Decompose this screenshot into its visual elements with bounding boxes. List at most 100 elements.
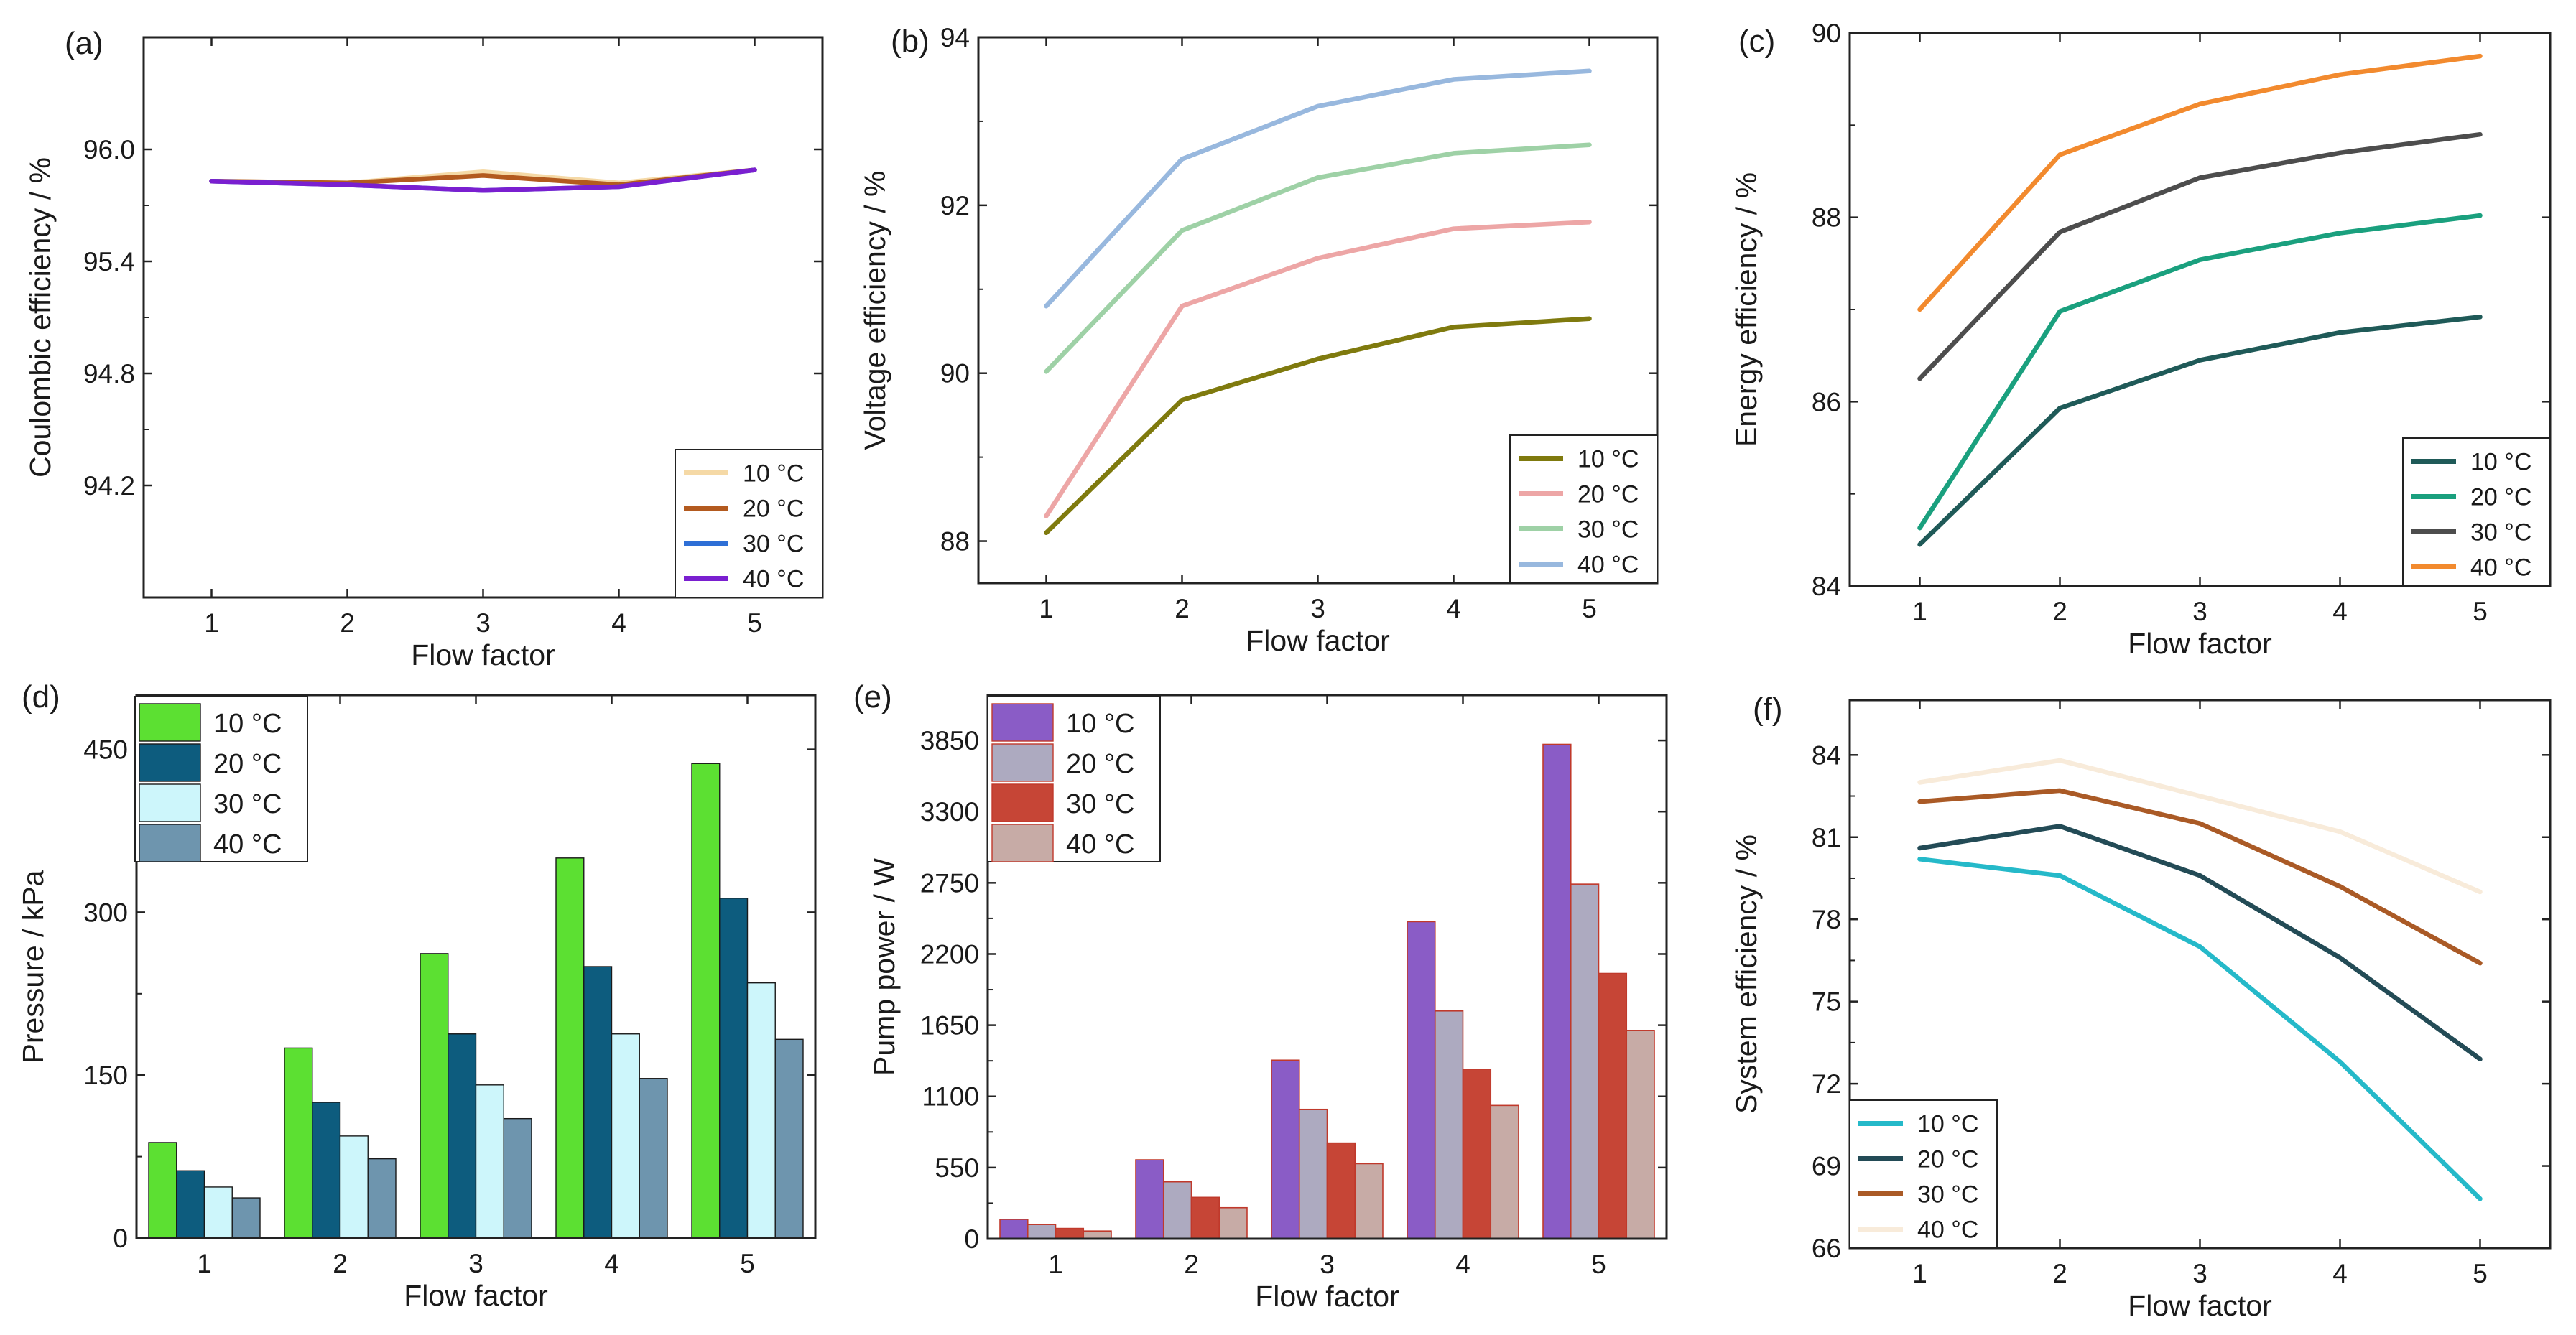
y-tick-label: 88: [940, 527, 970, 557]
x-tick-label: 1: [1048, 1250, 1063, 1279]
bar: [203, 1186, 233, 1239]
bar: [1434, 1010, 1464, 1239]
legend-label: 30 °C: [1066, 789, 1134, 819]
y-tick-label: 90: [1812, 19, 1841, 48]
x-tick-label: 1: [204, 608, 219, 638]
bar: [339, 1135, 369, 1239]
x-tick-label: 1: [1912, 597, 1927, 626]
bar: [1162, 1181, 1192, 1239]
bar: [1055, 1227, 1085, 1239]
panel-label: (b): [891, 24, 930, 59]
x-axis-label: Flow factor: [2128, 1289, 2272, 1322]
bar: [420, 953, 449, 1239]
x-tick-label: 5: [1582, 594, 1597, 623]
x-axis-label: Flow factor: [411, 638, 555, 671]
bar: [503, 1117, 532, 1239]
y-tick-label: 69: [1812, 1152, 1841, 1181]
y-axis-label: Pump power / W: [868, 858, 901, 1076]
legend-swatch: [139, 824, 201, 862]
legend-label: 20 °C: [743, 496, 804, 523]
y-tick-label: 81: [1812, 823, 1841, 852]
y-tick-label: 0: [964, 1224, 979, 1254]
legend-label: 10 °C: [2470, 449, 2531, 476]
legend-label: 40 °C: [1577, 552, 1639, 579]
legend-swatch: [991, 824, 1054, 862]
legend-label: 40 °C: [1917, 1217, 1978, 1244]
series-line: [1917, 213, 2483, 531]
y-tick-label: 92: [940, 191, 970, 220]
x-tick-label: 2: [2052, 597, 2067, 626]
legend-label: 30 °C: [213, 789, 282, 819]
y-tick-label: 94.2: [83, 471, 135, 501]
bar: [1083, 1230, 1112, 1239]
legend-label: 20 °C: [1577, 481, 1639, 508]
bar: [284, 1047, 313, 1239]
x-tick-label: 5: [2473, 1259, 2488, 1288]
series-line: [1917, 758, 2483, 895]
x-tick-label: 3: [1310, 594, 1325, 623]
panel-d: (d) 0 150 300 450 1 2 3 4 5 Flow factor Pressure / …: [17, 679, 817, 1312]
series-line: [1044, 142, 1592, 374]
y-tick-label: 300: [83, 898, 128, 927]
bar: [176, 1170, 205, 1239]
legend-swatch: [991, 743, 1054, 782]
legend-label: 30 °C: [1577, 516, 1639, 544]
series-line: [1917, 857, 2483, 1201]
bar: [1407, 921, 1436, 1239]
y-tick-label: 88: [1812, 203, 1841, 233]
panel-b: (b) 88 90 92 94 1 2 3 4 5 Flow factor Voltage effic…: [858, 23, 1659, 657]
panel-e: (e) 0 550 1100 1650 2200 2750 3300 3850 1 2 3 4 5 Flow…: [853, 679, 1668, 1313]
legend-label: 30 °C: [1917, 1181, 1978, 1209]
plot-frame: [1848, 32, 2552, 587]
panel-label: (d): [22, 679, 60, 715]
y-tick-label: 75: [1812, 987, 1841, 1017]
plot-frame: [986, 694, 1668, 1240]
plot-frame: [135, 694, 817, 1239]
bar: [1135, 1159, 1164, 1239]
legend-label: 40 °C: [213, 829, 282, 860]
bar: [1542, 743, 1572, 1239]
series-line: [1044, 68, 1592, 309]
x-axis-label: Flow factor: [2128, 627, 2272, 660]
panel-a: (a) 94.2 94.8 95.4 96.0 1 2 3 4 5 Flow factor Coulo…: [24, 26, 824, 671]
y-tick-label: 150: [83, 1061, 128, 1090]
x-axis-label: Flow factor: [1255, 1280, 1399, 1313]
bar: [1271, 1059, 1300, 1239]
legend-swatch: [139, 703, 201, 742]
legend-label: 10 °C: [213, 709, 282, 739]
panel-c: (c) 84 86 88 90 1 2 3 4 5 Flow factor Energy effici…: [1730, 19, 2552, 660]
y-tick-label: 66: [1812, 1234, 1841, 1263]
bar: [583, 966, 613, 1239]
bar: [639, 1078, 668, 1239]
x-tick-label: 2: [2052, 1259, 2067, 1288]
x-tick-label: 5: [2473, 597, 2488, 626]
x-axis-label: Flow factor: [1246, 624, 1390, 657]
bar: [1490, 1104, 1519, 1239]
bar: [1218, 1206, 1248, 1239]
y-tick-label: 2200: [920, 939, 979, 969]
x-tick-label: 2: [1175, 594, 1190, 623]
series-line: [1917, 131, 2483, 381]
y-tick-label: 2750: [920, 868, 979, 898]
legend-swatch: [991, 783, 1054, 822]
x-tick-label: 3: [468, 1249, 483, 1278]
y-tick-label: 84: [1812, 572, 1841, 601]
y-tick-label: 86: [1812, 387, 1841, 417]
bar: [367, 1158, 397, 1239]
series-line: [1044, 219, 1592, 518]
x-tick-label: 4: [2332, 597, 2348, 626]
x-tick-label: 3: [476, 608, 491, 638]
bar: [1298, 1108, 1328, 1239]
bar: [691, 763, 721, 1239]
plot-frame: [142, 36, 824, 599]
bar: [312, 1102, 341, 1239]
x-tick-label: 4: [604, 1249, 619, 1278]
y-tick-label: 72: [1812, 1069, 1841, 1099]
x-tick-label: 1: [1039, 594, 1054, 623]
bar: [1570, 883, 1600, 1239]
plot-frame: [977, 36, 1659, 585]
x-axis-label: Flow factor: [404, 1279, 548, 1312]
series-line: [1917, 53, 2483, 312]
legend-label: 20 °C: [1066, 749, 1134, 779]
